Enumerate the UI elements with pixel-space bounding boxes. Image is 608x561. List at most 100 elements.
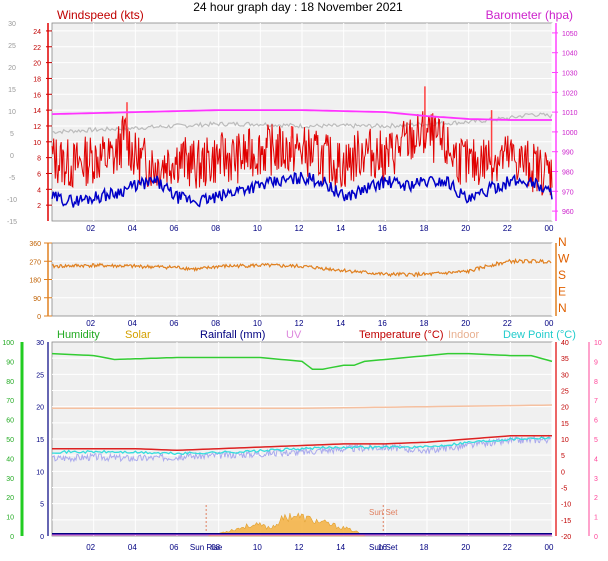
- climate-x-tick: 12: [295, 543, 304, 552]
- humidity-line: [51, 352, 553, 370]
- wind-y-tick: 24: [33, 29, 41, 36]
- page-title: 24 hour graph day : 18 November 2021: [193, 0, 403, 14]
- climate-x-tick: 06: [170, 543, 179, 552]
- wind-y-tick: 2: [37, 203, 41, 210]
- barometer-line: [51, 109, 552, 121]
- wind-y-tick: 20: [33, 61, 41, 68]
- uv-label: UV: [286, 329, 302, 341]
- dir-x-tick: 10: [253, 319, 262, 328]
- temp-y-tick: 30: [561, 372, 569, 379]
- humidity-y-tick: 20: [6, 495, 14, 502]
- temp-y-tick: -20: [561, 534, 571, 541]
- sunrise-label: Sun Rise: [190, 543, 223, 552]
- dir-y-tick: 180: [29, 278, 41, 285]
- uv-y-tick: 7: [594, 398, 598, 405]
- uv-y-tick: 2: [594, 495, 598, 502]
- wind-y-tick: 14: [33, 108, 41, 115]
- compass-label: E: [558, 285, 566, 299]
- wind-x-tick: 00: [545, 224, 554, 233]
- dir-x-tick: 06: [170, 319, 179, 328]
- indoor-line: [52, 404, 553, 410]
- climate-x-tick: 10: [253, 543, 262, 552]
- wind-outer-y-tick: -5: [9, 175, 15, 182]
- dir-x-tick: 04: [128, 319, 137, 328]
- wind-y-tick: 6: [37, 171, 41, 178]
- wind-x-tick: 06: [170, 224, 179, 233]
- baro-y-tick: 1040: [562, 51, 578, 58]
- uv-y-tick: 3: [594, 476, 598, 483]
- baro-y-tick: 970: [562, 189, 574, 196]
- compass-label: W: [558, 252, 570, 266]
- wind-y-tick: 8: [37, 156, 41, 163]
- sunset-label: Sun Set: [369, 543, 398, 552]
- rain-y-tick: 10: [36, 469, 44, 476]
- wind-outer-y-tick: 30: [8, 21, 16, 28]
- wind-outer-y-tick: -15: [7, 219, 17, 226]
- uv-y-tick: 9: [594, 359, 598, 366]
- climate-plot: 02 04 06 08 10 12 14 16 18 20 22 000102030405060708…: [2, 340, 602, 552]
- climate-x-tick: 02: [86, 543, 95, 552]
- dir-x-tick: 02: [86, 319, 95, 328]
- climate-x-tick: 04: [128, 543, 137, 552]
- solar-area: [208, 512, 366, 537]
- wind-y-tick: 22: [33, 45, 41, 52]
- climate-x-tick: 18: [420, 543, 429, 552]
- baro-y-tick: 980: [562, 170, 574, 177]
- dewpoint-label: Dew Point (°C): [503, 329, 576, 341]
- wind-y-tick: 16: [33, 92, 41, 99]
- rainfall-label: Rainfall (mm): [200, 329, 265, 341]
- wind-y-tick: 10: [33, 140, 41, 147]
- temp-y-tick: 0: [561, 469, 565, 476]
- temp-y-tick: 25: [561, 389, 569, 396]
- wind-x-tick: 08: [211, 224, 220, 233]
- windspeed-label: Windspeed (kts): [57, 8, 144, 22]
- wind-y-tick: 18: [33, 76, 41, 83]
- climate-x-tick: 16: [378, 543, 387, 552]
- compass-label: S: [558, 268, 566, 282]
- temp-y-tick: -10: [561, 502, 571, 509]
- compass-label: N: [558, 235, 567, 249]
- dir-x-tick: 22: [503, 319, 512, 328]
- compass-label: N: [558, 301, 567, 315]
- baro-y-tick: 990: [562, 150, 574, 157]
- wind-outer-y-tick: 5: [10, 131, 14, 138]
- wind-x-tick: 20: [461, 224, 470, 233]
- dir-x-tick: 16: [378, 319, 387, 328]
- wind-x-tick: 04: [128, 224, 137, 233]
- uv-y-tick: 1: [594, 515, 598, 522]
- wind-outer-y-tick: 20: [8, 65, 16, 72]
- humidity-y-tick: 30: [6, 476, 14, 483]
- barometer-label: Barometer (hpa): [486, 8, 573, 22]
- humidity-y-tick: 70: [6, 398, 14, 405]
- climate-x-tick: 22: [503, 543, 512, 552]
- rain-y-tick: 0: [40, 534, 44, 541]
- baro2-line: [51, 112, 553, 135]
- humidity-y-tick: 10: [6, 515, 14, 522]
- dir-x-tick: 00: [545, 319, 554, 328]
- wind-x-tick: 18: [420, 224, 429, 233]
- uv-y-tick: 5: [594, 437, 598, 444]
- humidity-y-tick: 60: [6, 418, 14, 425]
- rain-y-tick: 5: [40, 502, 44, 509]
- humidity-y-tick: 40: [6, 456, 14, 463]
- baro-y-tick: 1020: [562, 90, 578, 97]
- solar-label: Solar: [125, 329, 151, 341]
- wind-y-tick: 12: [33, 124, 41, 131]
- temperature-line: [52, 435, 552, 452]
- wind-x-tick: 22: [503, 224, 512, 233]
- rain-y-tick: 30: [36, 340, 44, 347]
- windspeed-line: [51, 111, 553, 196]
- average-wind-line: [51, 171, 553, 208]
- dir-y-tick: 90: [33, 296, 41, 303]
- baro-y-tick: 1030: [562, 71, 578, 78]
- rain-y-tick: 25: [36, 372, 44, 379]
- wind-outer-y-tick: 0: [10, 153, 14, 160]
- temp-y-tick: -5: [561, 486, 567, 493]
- wind-plot: 02 04 06 08 10 12 14 16 18 20 22 00 -15 -10 -5 0 5 10 15 20…: [7, 21, 578, 233]
- humidity-y-tick: 50: [6, 437, 14, 444]
- humidity-y-tick: 90: [6, 359, 14, 366]
- baro-y-tick: 1010: [562, 110, 578, 117]
- wind-direction-line: [51, 257, 552, 278]
- wind-outer-y-tick: 15: [8, 87, 16, 94]
